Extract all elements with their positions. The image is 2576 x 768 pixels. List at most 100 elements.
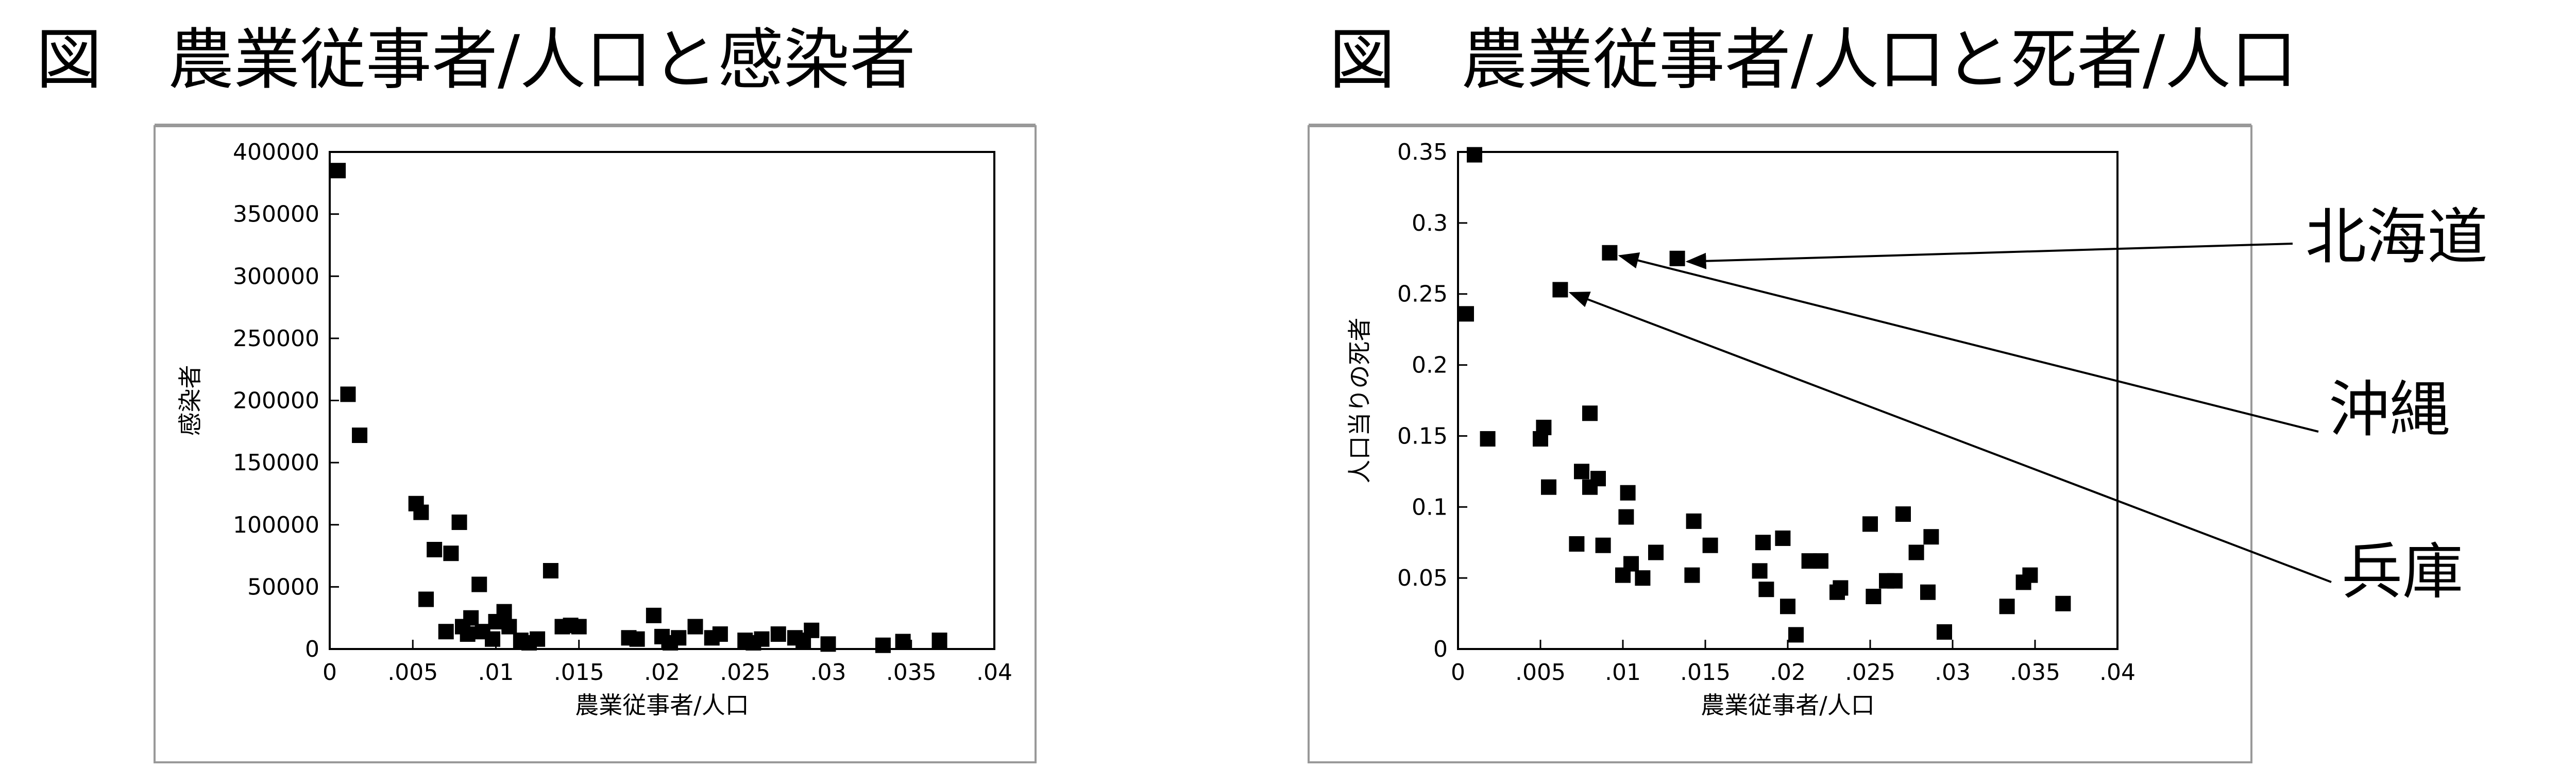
data-point <box>1937 624 1952 640</box>
chart-frame <box>1308 125 2252 763</box>
x-tick-label: .04 <box>2099 659 2136 686</box>
x-tick-label: 0 <box>323 659 337 686</box>
data-point <box>1467 147 1482 163</box>
data-point <box>543 563 558 579</box>
data-point <box>451 514 467 530</box>
y-tick-label: 0 <box>1433 636 1448 662</box>
y-tick-label: 0.35 <box>1397 139 1448 165</box>
annotation-label-okinawa: 沖縄 <box>2329 374 2451 445</box>
data-point <box>427 542 443 557</box>
data-point <box>1590 471 1606 487</box>
data-point <box>1788 627 1804 643</box>
x-axis-label: 農業従事者/人口 <box>1701 691 1875 719</box>
data-point <box>418 591 434 607</box>
data-point <box>1780 599 1795 615</box>
chart-frame <box>154 125 1037 763</box>
y-tick-label: 350000 <box>233 201 319 228</box>
y-tick-label: 400000 <box>233 139 319 165</box>
data-point <box>1620 485 1636 501</box>
annotation-arrow <box>1685 243 2293 269</box>
data-point <box>330 163 346 179</box>
y-tick-label: 0 <box>305 636 319 662</box>
data-point <box>352 428 368 443</box>
data-point <box>712 626 728 642</box>
data-point <box>1684 567 1700 583</box>
data-point <box>1686 513 1702 529</box>
data-point <box>629 631 645 647</box>
x-tick-label: .01 <box>478 659 514 686</box>
y-tick-label: 0.3 <box>1412 210 1448 236</box>
data-point <box>471 576 487 592</box>
data-point <box>460 626 476 642</box>
data-point <box>1887 573 1903 589</box>
data-point <box>646 607 662 623</box>
data-point <box>485 631 501 647</box>
y-tick-label: 300000 <box>233 263 319 289</box>
data-point <box>1833 580 1849 596</box>
x-axis-label: 農業従事者/人口 <box>575 691 749 719</box>
data-point <box>1552 282 1568 298</box>
y-axis-label: 感染者 <box>176 365 204 436</box>
data-point <box>1866 588 1882 604</box>
data-point <box>1648 544 1664 560</box>
data-point <box>2022 567 2038 583</box>
x-tick-label: .025 <box>1845 659 1895 686</box>
data-point <box>1923 529 1939 545</box>
x-tick-label: .04 <box>976 659 1012 686</box>
chart-title-right: 図 農業従事者/人口と死者/人口 <box>1329 22 2297 98</box>
data-point <box>1595 537 1611 553</box>
data-point <box>1895 506 1911 522</box>
data-point <box>671 630 687 646</box>
data-point <box>530 631 546 647</box>
data-point <box>1999 599 2015 615</box>
data-point <box>1623 556 1639 572</box>
data-point <box>2055 595 2071 611</box>
annotation-arrow <box>1568 292 2332 583</box>
annotation-label-hyogo: 兵庫 <box>2342 536 2464 607</box>
y-axis-label: 人口当りの死者 <box>1346 318 1374 484</box>
data-point <box>1758 582 1774 598</box>
y-tick-label: 50000 <box>247 574 319 600</box>
x-tick-label: .005 <box>387 659 438 686</box>
y-tick-label: 200000 <box>233 388 319 414</box>
data-point <box>1752 563 1768 579</box>
x-tick-label: 0 <box>1451 659 1465 686</box>
y-tick-label: 250000 <box>233 326 319 352</box>
data-point <box>1541 479 1556 495</box>
x-tick-label: .03 <box>810 659 846 686</box>
data-point <box>1618 509 1634 525</box>
x-tick-label: .02 <box>1770 659 1806 686</box>
data-point <box>1602 245 1618 261</box>
data-point <box>413 504 429 520</box>
data-point <box>1480 431 1496 447</box>
y-tick-label: 0.2 <box>1412 352 1448 379</box>
data-point <box>1635 570 1651 586</box>
plot-area <box>1457 151 2119 650</box>
plot-area <box>329 151 995 650</box>
x-tick-label: .005 <box>1515 659 1566 686</box>
data-point <box>1569 536 1585 552</box>
y-tick-label: 0.15 <box>1397 423 1448 449</box>
data-point <box>687 619 703 635</box>
chart-title-left: 図 農業従事者/人口と感染者 <box>36 22 916 98</box>
y-tick-label: 150000 <box>233 450 319 476</box>
data-point <box>931 633 947 648</box>
data-point <box>1908 544 1924 560</box>
data-point <box>1775 530 1791 546</box>
x-tick-label: .03 <box>1935 659 1971 686</box>
data-point <box>770 626 786 642</box>
annotation-label-hokkaido: 北海道 <box>2306 201 2488 272</box>
title-divider-right <box>1309 124 2251 126</box>
y-tick-label: 100000 <box>233 512 319 538</box>
data-point <box>804 622 820 638</box>
x-tick-label: .015 <box>554 659 604 686</box>
data-point <box>340 386 356 402</box>
data-point <box>1755 535 1771 551</box>
data-point <box>1536 419 1552 435</box>
data-point <box>443 545 459 561</box>
data-point <box>1920 584 1936 600</box>
y-tick-label: 0.25 <box>1397 281 1448 308</box>
x-tick-label: .015 <box>1680 659 1731 686</box>
data-point <box>875 637 891 653</box>
